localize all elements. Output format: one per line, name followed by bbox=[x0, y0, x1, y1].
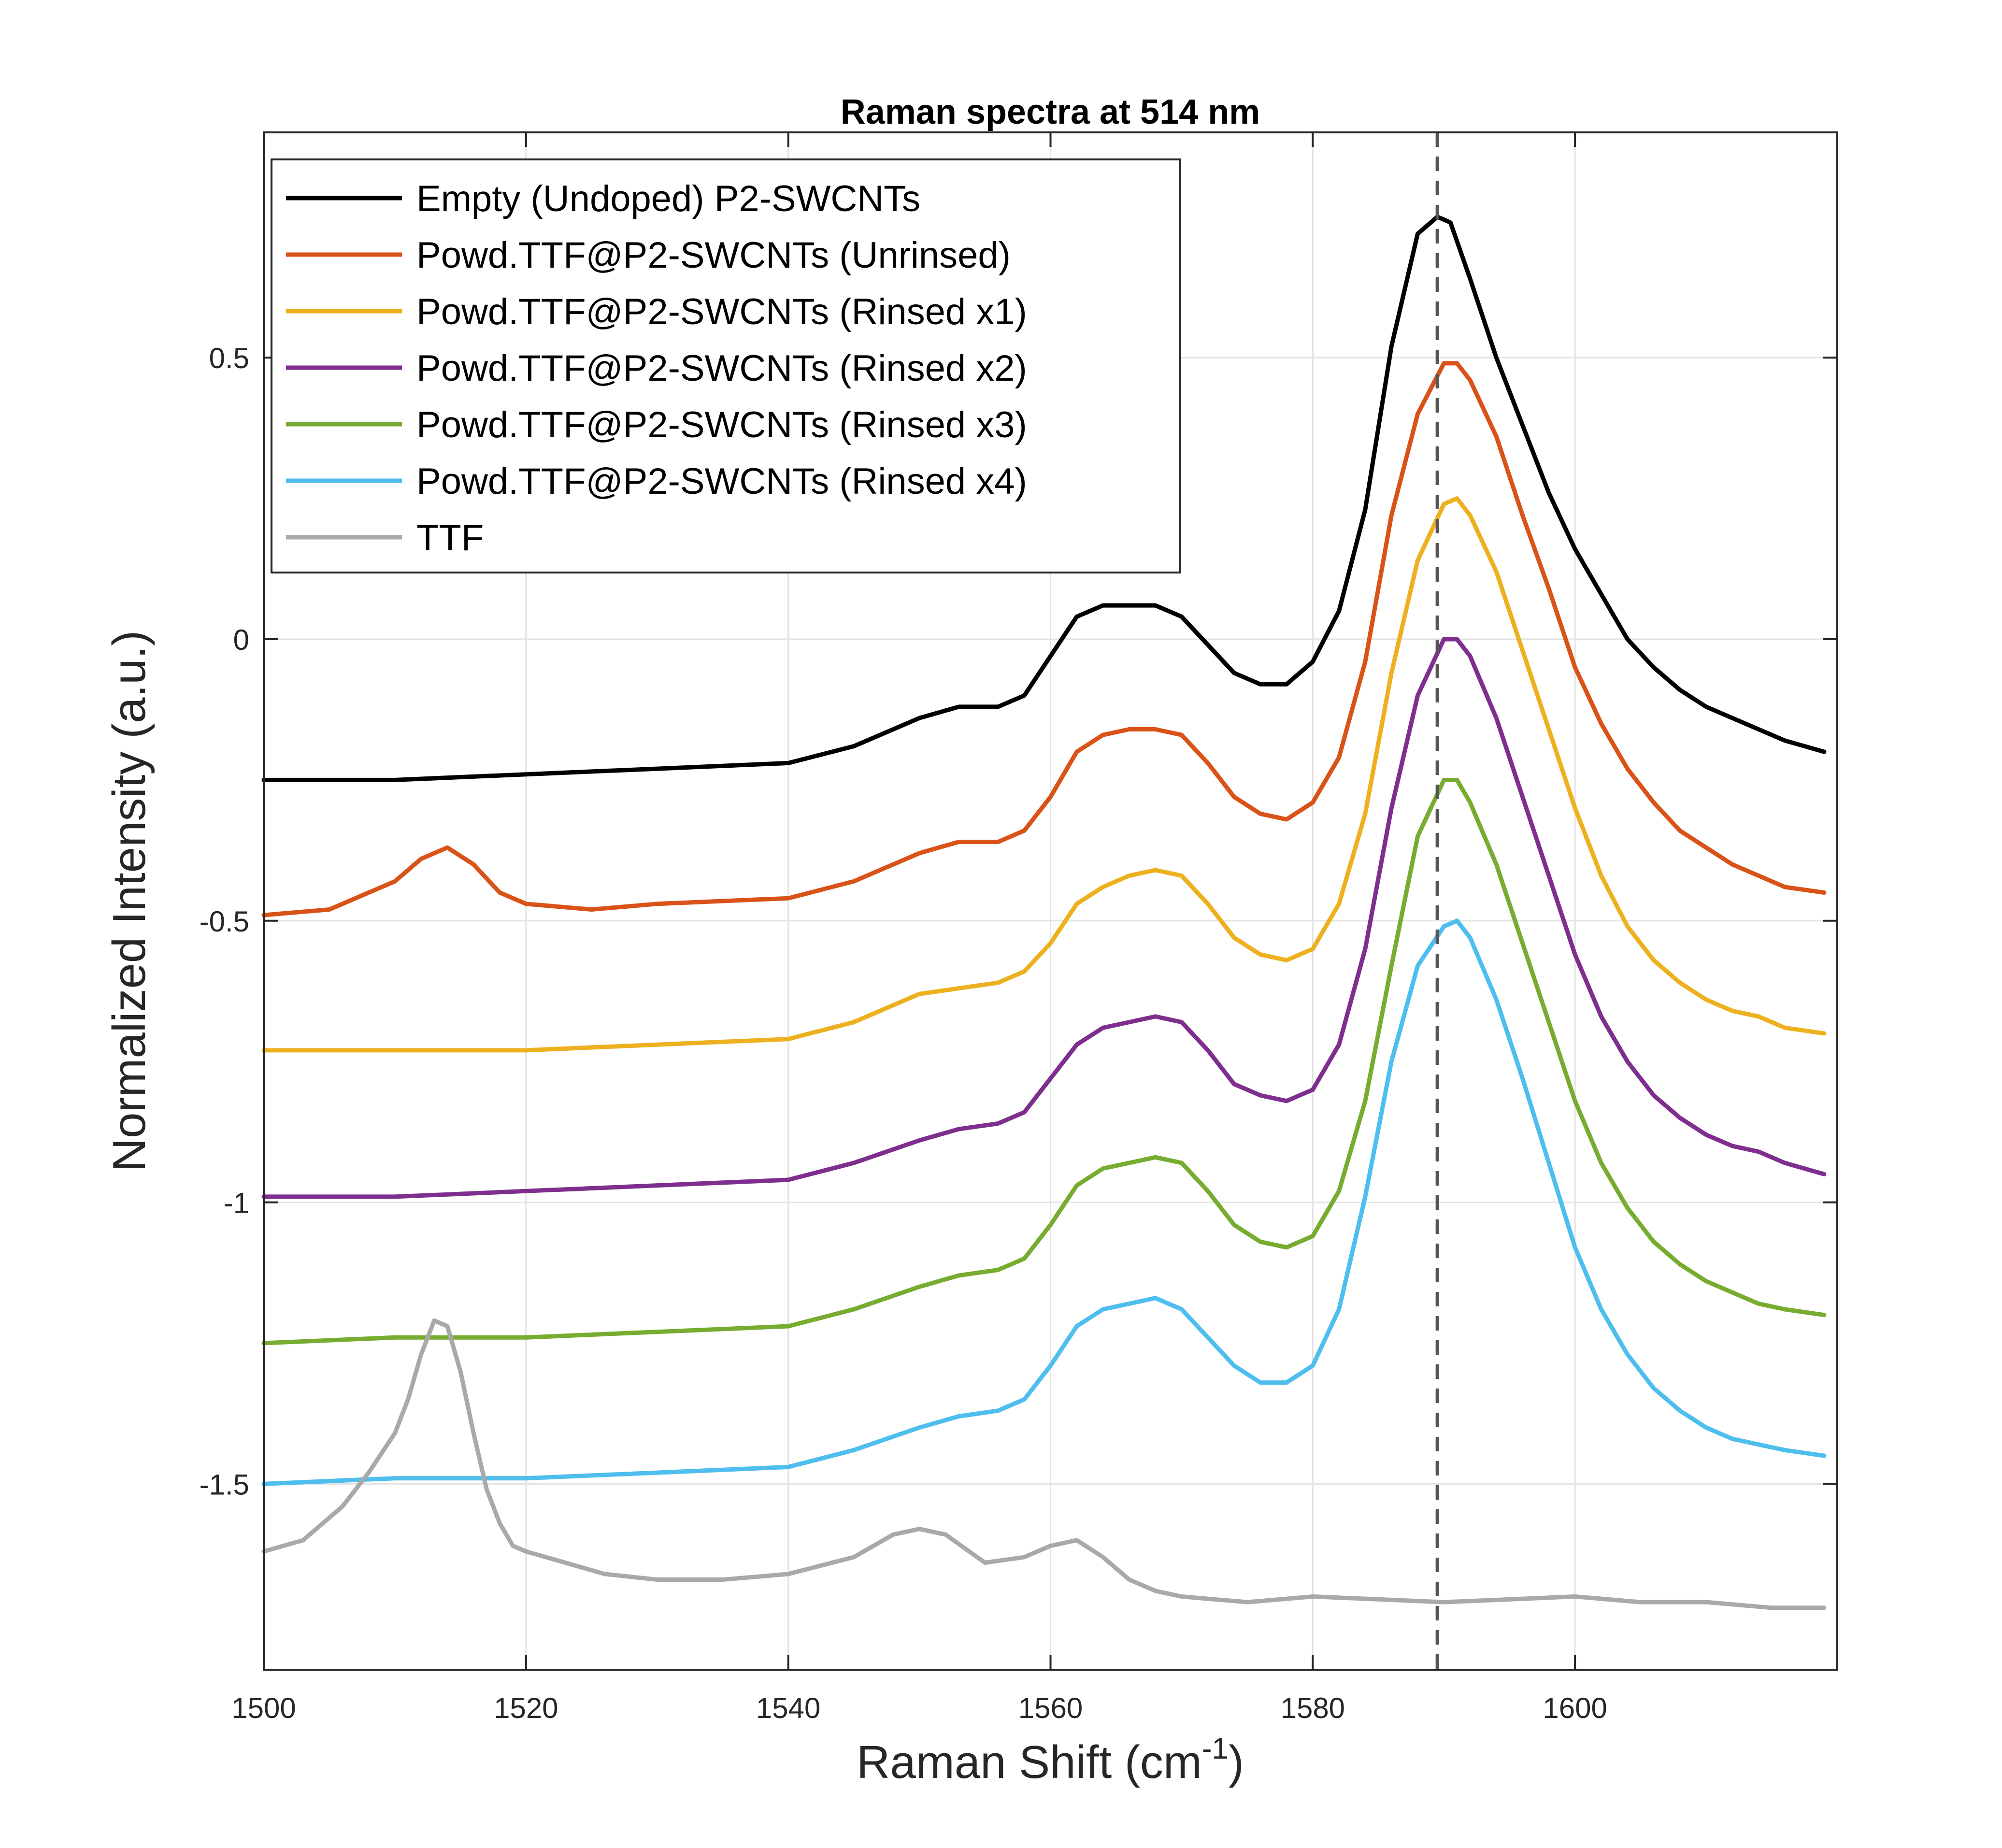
legend: Empty (Undoped) P2-SWCNTs Powd.TTF@P2-SWC… bbox=[271, 158, 1181, 573]
series-line-1 bbox=[261, 215, 1827, 782]
y-tick-label: 0.5 bbox=[209, 342, 249, 374]
x-axis-label-superscript: -1 bbox=[1202, 1732, 1229, 1765]
x-axis-label-main: Raman Shift (cm bbox=[857, 1736, 1202, 1788]
x-tick-label: 1560 bbox=[1018, 1692, 1083, 1724]
y-axis-label: Normalized Intensity (a.u.) bbox=[103, 630, 155, 1172]
series-line-2 bbox=[261, 361, 1827, 917]
x-axis-label-suffix: ) bbox=[1229, 1736, 1244, 1788]
x-tick-label: 1500 bbox=[231, 1692, 296, 1724]
legend-label-6: Powd.TTF@P2-SWCNTs (Rinsed x4) bbox=[416, 461, 1027, 502]
plot-frame bbox=[263, 131, 1838, 1671]
legend-label-5: Powd.TTF@P2-SWCNTs (Rinsed x3) bbox=[416, 404, 1027, 445]
series-line-5 bbox=[261, 777, 1827, 1346]
legend-label-3: Powd.TTF@P2-SWCNTs (Rinsed x1) bbox=[416, 291, 1027, 332]
x-tick-label: 1520 bbox=[494, 1692, 558, 1724]
x-axis-label: Raman Shift (cm-1) bbox=[857, 1732, 1244, 1788]
x-tick-label: 1540 bbox=[756, 1692, 820, 1724]
series-line-6 bbox=[261, 918, 1827, 1486]
chart-title: Raman spectra at 514 nm bbox=[841, 93, 1260, 131]
y-tick-label: -0.5 bbox=[200, 905, 249, 938]
y-tick-label: -1.5 bbox=[200, 1468, 249, 1501]
series-line-3 bbox=[261, 496, 1827, 1053]
x-tick-label: 1600 bbox=[1543, 1692, 1607, 1724]
legend-box bbox=[271, 158, 1181, 573]
legend-label-4: Powd.TTF@P2-SWCNTs (Rinsed x2) bbox=[416, 348, 1027, 389]
y-tick-label: 0 bbox=[233, 624, 249, 656]
legend-label-1: Empty (Undoped) P2-SWCNTs bbox=[416, 178, 920, 219]
y-tick-label: -1 bbox=[224, 1187, 249, 1219]
y-tick-labels: 0.5 0 -0.5 -1 -1.5 bbox=[200, 342, 249, 1501]
series-group bbox=[261, 215, 1827, 1610]
legend-label-2: Powd.TTF@P2-SWCNTs (Unrinsed) bbox=[416, 235, 1011, 276]
x-tick-labels: 1500 1520 1540 1560 1580 1600 bbox=[231, 1692, 1607, 1724]
legend-label-7: TTF bbox=[416, 517, 484, 559]
series-line-7 bbox=[261, 1318, 1827, 1610]
x-tick-label: 1580 bbox=[1281, 1692, 1345, 1724]
series-line-4 bbox=[261, 637, 1827, 1199]
